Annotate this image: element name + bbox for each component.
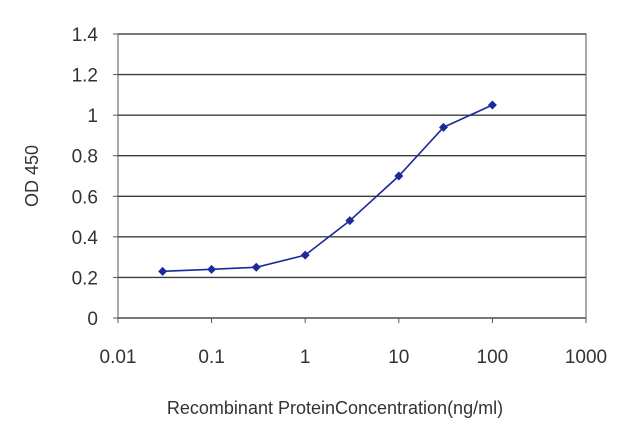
x-tick-label: 0.01 <box>100 347 137 368</box>
x-tick-label: 1000 <box>565 347 607 368</box>
y-tick-label: 1.2 <box>72 66 98 87</box>
data-point <box>438 122 448 132</box>
series-line <box>162 104 493 273</box>
x-tick-label: 10 <box>388 347 409 368</box>
data-point <box>207 264 217 274</box>
series-group <box>158 100 497 276</box>
y-tick-label: 0.8 <box>72 147 98 168</box>
data-point <box>158 266 168 276</box>
data-point <box>300 250 310 260</box>
y-tick-label: 0.4 <box>72 228 99 249</box>
plot-area <box>117 33 587 319</box>
y-tick-label: 1.4 <box>72 25 99 46</box>
data-point <box>487 100 497 110</box>
data-point <box>345 216 355 226</box>
y-tick-label: 0.6 <box>72 187 98 208</box>
x-tick-label: 1 <box>300 347 311 368</box>
y-axis: 0 0.2 0.4 0.6 0.8 1 1.2 1.4 <box>72 25 118 330</box>
x-tick-label: 100 <box>477 347 509 368</box>
x-axis: 0.01 0.1 1 10 100 1000 <box>100 318 607 368</box>
x-tick-label: 0.1 <box>198 347 224 368</box>
gridlines <box>118 33 586 319</box>
y-tick-label: 0 <box>87 309 98 330</box>
y-tick-label: 1 <box>87 106 98 127</box>
x-axis-title: Recombinant ProteinConcentration(ng/ml) <box>167 398 503 418</box>
data-point <box>394 171 404 181</box>
y-tick-label: 0.2 <box>72 268 98 289</box>
data-point <box>251 262 261 272</box>
y-axis-title: OD 450 <box>22 145 42 207</box>
